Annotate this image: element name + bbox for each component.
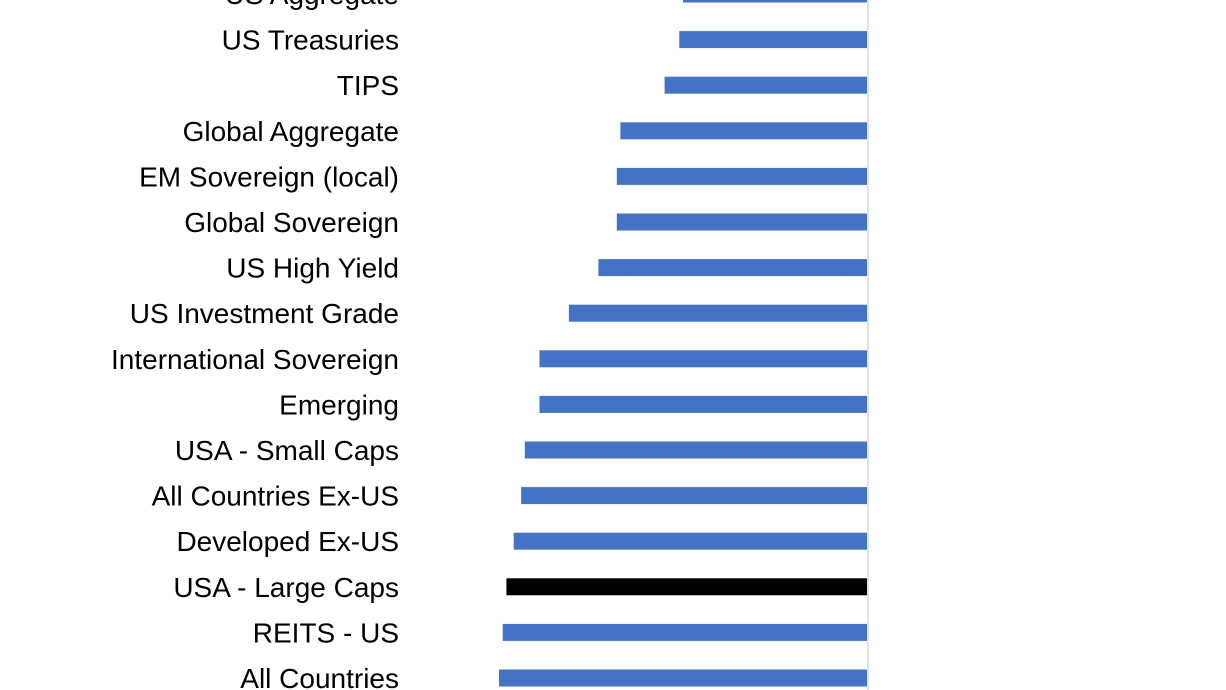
category-label: EM Sovereign (local) bbox=[139, 161, 399, 192]
category-label: All Countries Ex-US bbox=[152, 481, 399, 512]
bar-us-investment-grade bbox=[568, 304, 867, 322]
bar-us-high-yield bbox=[598, 259, 867, 277]
bar-global-sovereign bbox=[616, 213, 867, 231]
bar-tips bbox=[664, 76, 867, 94]
category-label: Global Sovereign bbox=[184, 207, 399, 238]
category-label: USA - Small Caps bbox=[175, 435, 399, 466]
category-label: Global Aggregate bbox=[183, 116, 399, 147]
bar-emerging bbox=[539, 395, 867, 413]
category-label: US Treasuries bbox=[222, 25, 399, 56]
category-label: USA - Large Caps bbox=[173, 572, 399, 603]
bar-usa-small-caps bbox=[524, 441, 867, 459]
bar-developed-ex-us bbox=[513, 532, 867, 550]
bar-usa-large-caps bbox=[506, 578, 867, 596]
category-label: US Aggregate bbox=[225, 0, 399, 10]
bar-international-sovereign bbox=[539, 350, 867, 368]
bar-reits-us bbox=[502, 623, 867, 641]
bar-em-sovereign-local bbox=[616, 167, 867, 185]
category-label: Emerging bbox=[279, 389, 399, 420]
category-label: All Countries bbox=[240, 663, 399, 690]
bar-all-countries bbox=[499, 669, 867, 687]
bar-all-countries-ex-us bbox=[521, 487, 867, 505]
category-label: US High Yield bbox=[226, 253, 399, 284]
category-label: International Sovereign bbox=[111, 344, 399, 375]
category-label: US Investment Grade bbox=[130, 298, 399, 329]
bar-global-aggregate bbox=[620, 122, 867, 140]
category-labels: US Aggregate US Treasuries TIPS Global Aggr… bbox=[111, 0, 399, 690]
bar-us-treasuries bbox=[679, 31, 867, 49]
category-label: REITS - US bbox=[253, 617, 399, 648]
category-label: TIPS bbox=[337, 70, 399, 101]
bars-group bbox=[499, 0, 867, 687]
bar-us-aggregate bbox=[683, 0, 867, 3]
category-label: Developed Ex-US bbox=[176, 526, 399, 557]
